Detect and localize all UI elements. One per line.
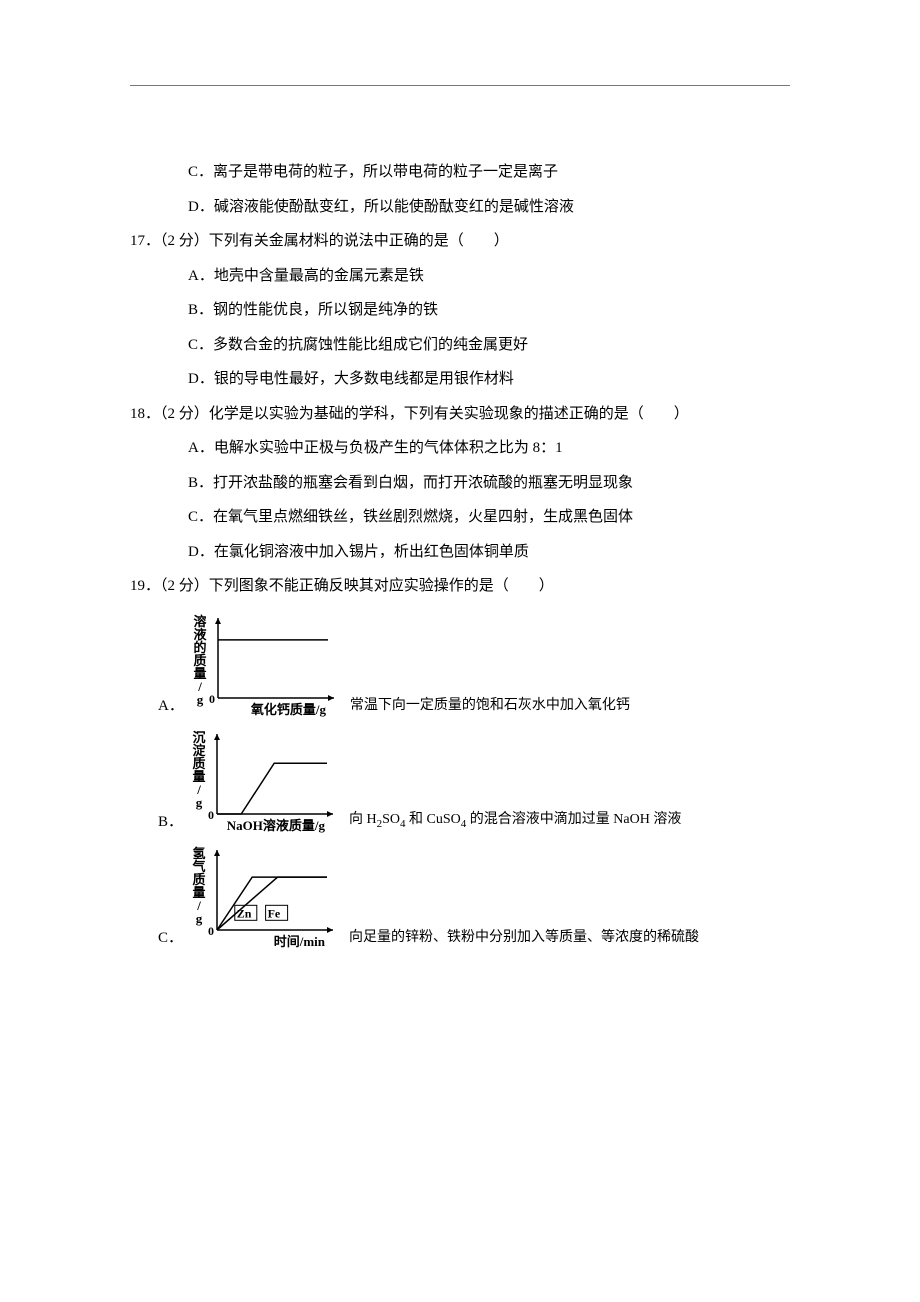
svg-text:时间/min: 时间/min <box>274 934 326 949</box>
svg-text:0: 0 <box>208 924 214 938</box>
q19-stem: 19．（2 分）下列图象不能正确反映其对应实验操作的是（ ） <box>130 569 810 604</box>
page: C．离子是带电荷的粒子，所以带电荷的粒子一定是离子 D．碱溶液能使酚酞变红，所以… <box>0 0 920 1302</box>
q19-a-chart: 0溶液的质量/g氧化钙质量/g <box>190 608 350 720</box>
q19-a-caption: 常温下向一定质量的饱和石灰水中加入氧化钙 <box>350 695 630 719</box>
q17-stem: 17．（2 分）下列有关金属材料的说法中正确的是（ ） <box>130 224 810 259</box>
q16-option-c: C．离子是带电荷的粒子，所以带电荷的粒子一定是离子 <box>130 155 810 190</box>
q18-option-c: C．在氧气里点燃细铁丝，铁丝剧烈燃烧，火星四射，生成黑色固体 <box>130 500 810 535</box>
q18-stem: 18．（2 分）化学是以实验为基础的学科，下列有关实验现象的描述正确的是（ ） <box>130 397 810 432</box>
header-rule <box>130 85 790 86</box>
svg-text:氧化钙质量/g: 氧化钙质量/g <box>250 702 327 717</box>
q19-option-a-row: A． 0溶液的质量/g氧化钙质量/g 常温下向一定质量的饱和石灰水中加入氧化钙 <box>130 608 810 720</box>
svg-text:0: 0 <box>208 808 214 822</box>
q19-b-cap-3: 和 CuSO <box>406 812 461 827</box>
q18-option-a: A．电解水实验中正极与负极产生的气体体积之比为 8：1 <box>130 431 810 466</box>
svg-text:g: g <box>196 795 203 810</box>
q18-option-d: D．在氯化铜溶液中加入锡片，析出红色固体铜单质 <box>130 535 810 570</box>
q19-a-letter: A． <box>158 694 184 720</box>
svg-text:Fe: Fe <box>268 906 281 920</box>
svg-text:g: g <box>196 911 203 926</box>
q19-b-chart: 0沉淀质量/gNaOH溶液质量/g <box>189 724 349 836</box>
q17-option-b: B．钢的性能优良，所以钢是纯净的铁 <box>130 293 810 328</box>
q19-c-chart: 0氢气质量/g时间/minZnFe <box>189 840 349 952</box>
q19-b-cap-2: SO <box>382 812 400 827</box>
q19-option-c-row: C． 0氢气质量/g时间/minZnFe 向足量的锌粉、铁粉中分别加入等质量、等… <box>130 840 810 952</box>
q19-option-b-row: B． 0沉淀质量/gNaOH溶液质量/g 向 H2SO4 和 CuSO4 的混合… <box>130 724 810 836</box>
q19-b-caption: 向 H2SO4 和 CuSO4 的混合溶液中滴加过量 NaOH 溶液 <box>349 809 681 835</box>
q18-option-b: B．打开浓盐酸的瓶塞会看到白烟，而打开浓硫酸的瓶塞无明显现象 <box>130 466 810 501</box>
q19-b-letter: B． <box>158 810 183 836</box>
q17-option-c: C．多数合金的抗腐蚀性能比组成它们的纯金属更好 <box>130 328 810 363</box>
svg-text:Zn: Zn <box>237 906 252 920</box>
svg-text:0: 0 <box>209 692 215 706</box>
q17-option-d: D．银的导电性最好，大多数电线都是用银作材料 <box>130 362 810 397</box>
q19-c-caption: 向足量的锌粉、铁粉中分别加入等质量、等浓度的稀硫酸 <box>349 927 699 951</box>
q19-c-letter: C． <box>158 926 183 952</box>
q16-option-d: D．碱溶液能使酚酞变红，所以能使酚酞变红的是碱性溶液 <box>130 190 810 225</box>
svg-text:g: g <box>197 692 204 707</box>
q19-b-cap-1: 向 H <box>349 812 377 827</box>
q17-option-a: A．地壳中含量最高的金属元素是铁 <box>130 259 810 294</box>
content-block: C．离子是带电荷的粒子，所以带电荷的粒子一定是离子 D．碱溶液能使酚酞变红，所以… <box>130 155 810 956</box>
svg-text:NaOH溶液质量/g: NaOH溶液质量/g <box>227 818 326 833</box>
q19-b-cap-4: 的混合溶液中滴加过量 NaOH 溶液 <box>466 812 681 827</box>
